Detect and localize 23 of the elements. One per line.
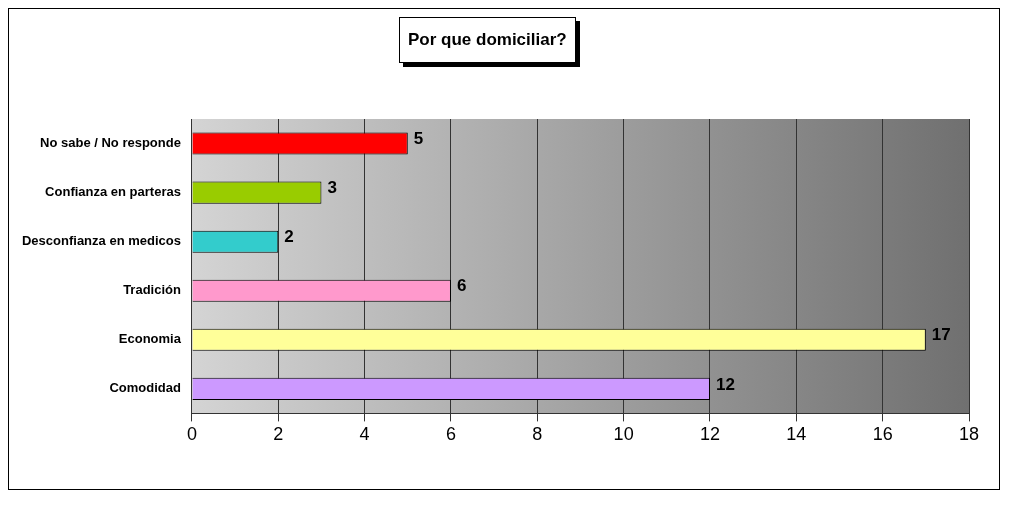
chart-title: Por que domiciliar? [399, 17, 576, 63]
y-tick-label: Confianza en parteras [45, 184, 181, 200]
x-tick-label: 8 [532, 424, 543, 445]
x-tick-label: 14 [786, 424, 807, 445]
data-label: 2 [284, 227, 294, 247]
x-tick-label: 4 [359, 424, 370, 445]
y-tick-label: Comodidad [109, 380, 181, 396]
x-tick-label: 10 [613, 424, 634, 445]
y-tick-label: No sabe / No responde [40, 135, 181, 151]
x-tick-label: 0 [186, 424, 197, 445]
data-label: 12 [715, 374, 735, 394]
data-label: 17 [931, 325, 951, 345]
y-tick-label: Economia [118, 331, 182, 347]
x-tick-label: 12 [699, 424, 720, 445]
x-tick-label: 6 [445, 424, 456, 445]
y-tick-label: Tradición [123, 282, 181, 298]
x-tick-label: 16 [872, 424, 893, 445]
y-tick-label: Desconfianza en medicos [21, 233, 181, 249]
data-label: 6 [456, 276, 467, 296]
x-tick-label: 2 [273, 424, 284, 445]
x-tick-label: 18 [958, 424, 980, 445]
data-label: 3 [327, 178, 337, 198]
data-label: 5 [413, 129, 424, 149]
